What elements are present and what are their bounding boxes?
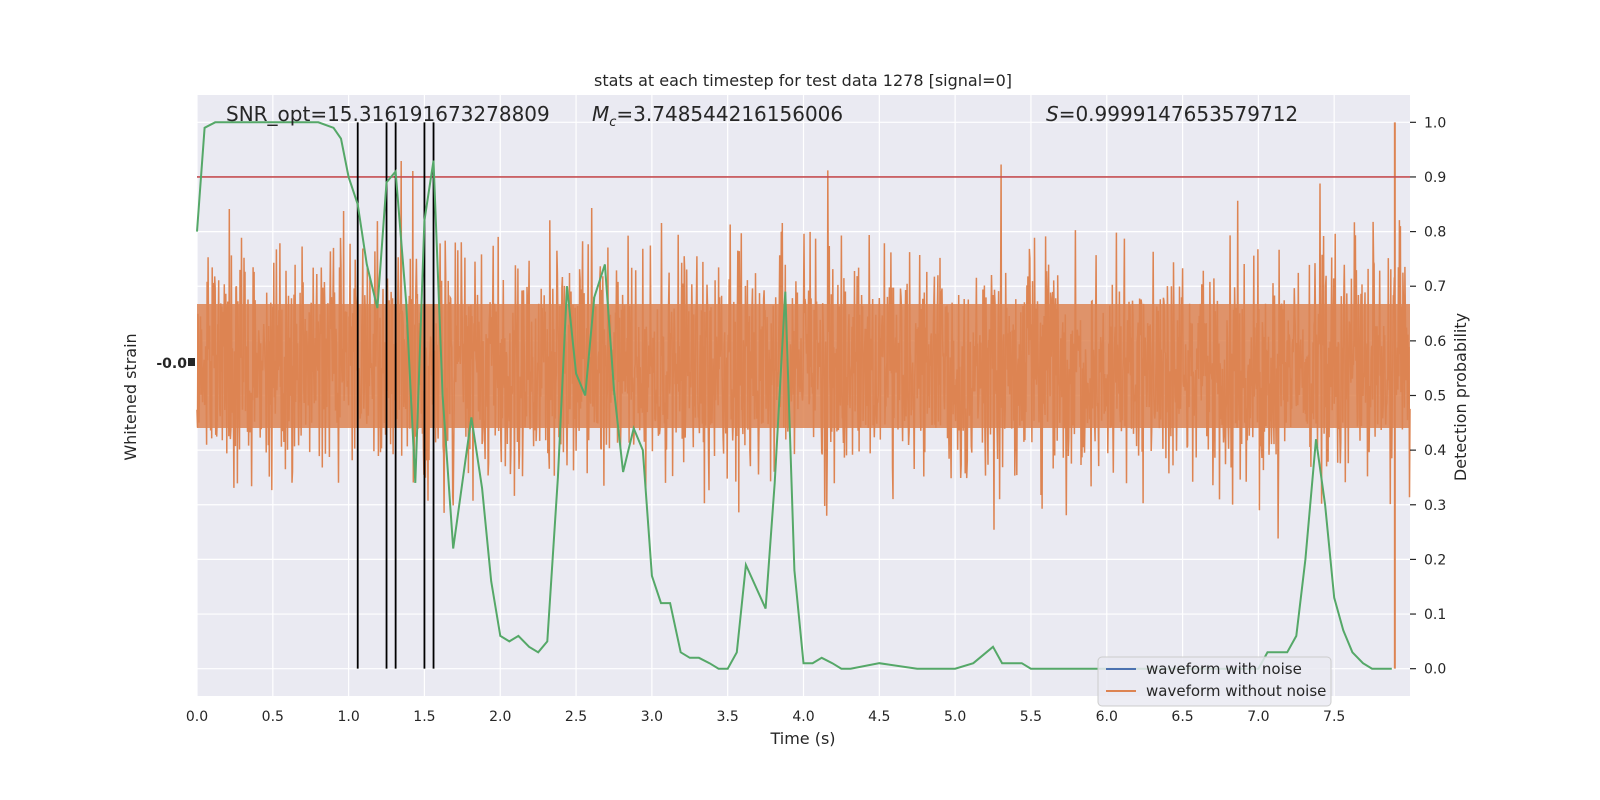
x-tick-11: 5.5	[1020, 709, 1042, 725]
y-tick-10: 1.0	[1424, 115, 1446, 131]
left-tick-label: -0.0	[156, 356, 187, 372]
x-tick-7: 3.5	[717, 709, 739, 725]
s-annotation: S=0.9999147653579712	[1046, 102, 1298, 126]
noise-band-core	[197, 304, 1410, 428]
y-tick-1: 0.1	[1424, 607, 1446, 623]
legend-box	[1097, 656, 1332, 707]
y-tick-8: 0.8	[1424, 225, 1446, 241]
legend-label-with-noise: waveform with noise	[1146, 660, 1302, 678]
y-tick-7: 0.7	[1424, 279, 1446, 295]
waveform-without-noise-series	[196, 122, 1411, 669]
y-tick-2: 0.2	[1424, 552, 1446, 568]
y-tick-0: 0.0	[1424, 662, 1446, 678]
x-tick-10: 5.0	[944, 709, 966, 725]
detection-markers	[356, 122, 435, 669]
legend-label-without-noise: waveform without noise	[1146, 682, 1326, 700]
x-tick-8: 4.0	[792, 709, 814, 725]
legend: waveform with noise waveform without noi…	[1097, 656, 1332, 707]
x-tick-12: 6.0	[1096, 709, 1118, 725]
snr-annotation: SNR_opt=15.316191673278809	[226, 102, 550, 126]
y-tick-4: 0.4	[1424, 443, 1446, 459]
x-tick-6: 3.0	[641, 709, 663, 725]
y-axis-label-left: Whitened strain	[121, 333, 140, 460]
x-tick-3: 1.5	[413, 709, 435, 725]
x-tick-9: 4.5	[868, 709, 890, 725]
left-tick-mark	[188, 358, 195, 366]
x-axis-label: Time (s)	[769, 729, 835, 748]
x-tick-2: 1.0	[337, 709, 359, 725]
y-tick-5: 0.5	[1424, 389, 1446, 405]
x-tick-5: 2.5	[565, 709, 587, 725]
x-tick-labels: 0.0 0.5 1.0 1.5 2.0 2.5 3.0 3.5 4.0 4.5 5.0 5.5 6.0 6…	[186, 709, 1345, 725]
y-tick-labels-right: 0.0 0.1 0.2 0.3 0.4 0.5 0.6 0.7 0.8 0.9 1.0	[1410, 115, 1446, 678]
chirp-mass-annotation: Mc=3.748544216156006	[592, 102, 843, 130]
x-tick-4: 2.0	[489, 709, 511, 725]
chart-title: stats at each timestep for test data 127…	[594, 71, 1012, 90]
x-tick-13: 6.5	[1171, 709, 1193, 725]
y-tick-9: 0.9	[1424, 170, 1446, 186]
x-tick-1: 0.5	[262, 709, 284, 725]
y-axis-label-right: Detection probability	[1451, 313, 1470, 481]
y-tick-6: 0.6	[1424, 334, 1446, 350]
detection-probability-line	[196, 121, 1392, 670]
x-tick-14: 7.0	[1247, 709, 1269, 725]
y-tick-3: 0.3	[1424, 498, 1446, 514]
x-tick-0: 0.0	[186, 709, 208, 725]
x-tick-15: 7.5	[1323, 709, 1345, 725]
